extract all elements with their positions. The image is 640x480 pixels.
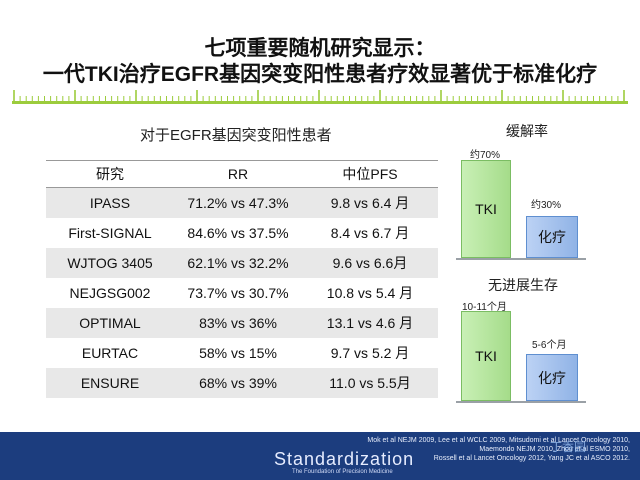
response-rate-tki-value-label: 约70% xyxy=(470,150,501,161)
pfs-tki-bar: TKI xyxy=(461,311,511,401)
cell-rr: 58% vs 15% xyxy=(174,338,302,368)
table-row: WJTOG 3405 62.1% vs 32.2% 9.6 vs 6.6月 xyxy=(46,248,438,278)
table-row: OPTIMAL 83% vs 36% 13.1 vs 4.6 月 xyxy=(46,308,438,338)
table-row: NEJGSG002 73.7% vs 30.7% 10.8 vs 5.4 月 xyxy=(46,278,438,308)
response-rate-tki-bar-label: TKI xyxy=(475,201,497,217)
response-rate-chemo-bar: 化疗 xyxy=(526,216,578,258)
reference-line: Maemondo NEJM 2010, Zhou et al ESMO 2010… xyxy=(479,446,630,453)
table-header-row: 研究 RR 中位PFS xyxy=(46,160,438,188)
table-row: EURTAC 58% vs 15% 9.7 vs 5.2 月 xyxy=(46,338,438,368)
cell-study: IPASS xyxy=(46,187,174,218)
cell-pfs: 13.1 vs 4.6 月 xyxy=(302,308,438,338)
cell-study: WJTOG 3405 xyxy=(46,248,174,278)
cell-pfs: 9.7 vs 5.2 月 xyxy=(302,338,438,368)
reference-line: Rossell et al Lancet Oncology 2012, Yang… xyxy=(433,455,630,462)
cell-pfs: 9.8 vs 6.4 月 xyxy=(302,187,438,218)
cell-pfs: 8.4 vs 6.7 月 xyxy=(302,218,438,248)
study-table: 研究 RR 中位PFS IPASS 71.2% vs 47.3% 9.8 vs … xyxy=(46,160,438,398)
response-rate-chemo-value-label: 约30% xyxy=(531,200,562,211)
cell-rr: 71.2% vs 47.3% xyxy=(174,187,302,218)
cell-study: ENSURE xyxy=(46,368,174,398)
reference-line: Mok et al NEJM 2009, Lee et al WCLC 2009… xyxy=(367,437,630,444)
table-caption: 对于EGFR基因突变阳性患者 xyxy=(140,127,332,144)
cell-study: NEJGSG002 xyxy=(46,278,174,308)
table-row: First-SIGNAL 84.6% vs 37.5% 8.4 vs 6.7 月 xyxy=(46,218,438,248)
header-pfs: 中位PFS xyxy=(302,160,438,188)
cell-study: OPTIMAL xyxy=(46,308,174,338)
cell-pfs: 10.8 vs 5.4 月 xyxy=(302,278,438,308)
watermark: 丁香园 xyxy=(550,440,587,454)
pfs-chemo-bar-label: 化疗 xyxy=(538,369,566,386)
header-rr: RR xyxy=(174,160,302,188)
cell-rr: 73.7% vs 30.7% xyxy=(174,278,302,308)
response-rate-baseline xyxy=(456,258,586,260)
cell-study: EURTAC xyxy=(46,338,174,368)
pfs-baseline xyxy=(456,401,586,403)
cell-pfs: 9.6 vs 6.6月 xyxy=(302,248,438,278)
pfs-chemo-bar: 化疗 xyxy=(526,354,578,401)
footer-logo: Standardization xyxy=(274,449,415,469)
pfs-tki-value-label: 10-11个月 xyxy=(462,302,507,313)
response-rate-chart-title: 缓解率 xyxy=(506,123,548,139)
response-rate-tki-bar: TKI xyxy=(461,160,511,258)
cell-rr: 84.6% vs 37.5% xyxy=(174,218,302,248)
response-rate-chemo-bar-label: 化疗 xyxy=(538,229,566,245)
cell-pfs: 11.0 vs 5.5月 xyxy=(302,368,438,398)
cell-rr: 68% vs 39% xyxy=(174,368,302,398)
table-row: ENSURE 68% vs 39% 11.0 vs 5.5月 xyxy=(46,368,438,398)
pfs-tki-bar-label: TKI xyxy=(475,348,497,364)
cell-rr: 62.1% vs 32.2% xyxy=(174,248,302,278)
pfs-chemo-value-label: 5-6个月 xyxy=(532,340,567,351)
cell-study: First-SIGNAL xyxy=(46,218,174,248)
footer-logo-subtitle: The Foundation of Precision Medicine xyxy=(292,469,393,475)
footer-bar xyxy=(0,432,640,480)
page-title-line2: 一代TKI治疗EGFR基因突变阳性患者疗效显著优于标准化疗 xyxy=(42,63,598,86)
pfs-chart-title: 无进展生存 xyxy=(488,277,558,293)
cell-rr: 83% vs 36% xyxy=(174,308,302,338)
table-row: IPASS 71.2% vs 47.3% 9.8 vs 6.4 月 xyxy=(46,187,438,218)
page-title-line1: 七项重要随机研究显示： xyxy=(204,37,436,60)
ruler-decoration xyxy=(12,90,628,104)
footer-references: Mok et al NEJM 2009, Lee et al WCLC 2009… xyxy=(367,436,630,463)
header-study: 研究 xyxy=(46,160,174,188)
